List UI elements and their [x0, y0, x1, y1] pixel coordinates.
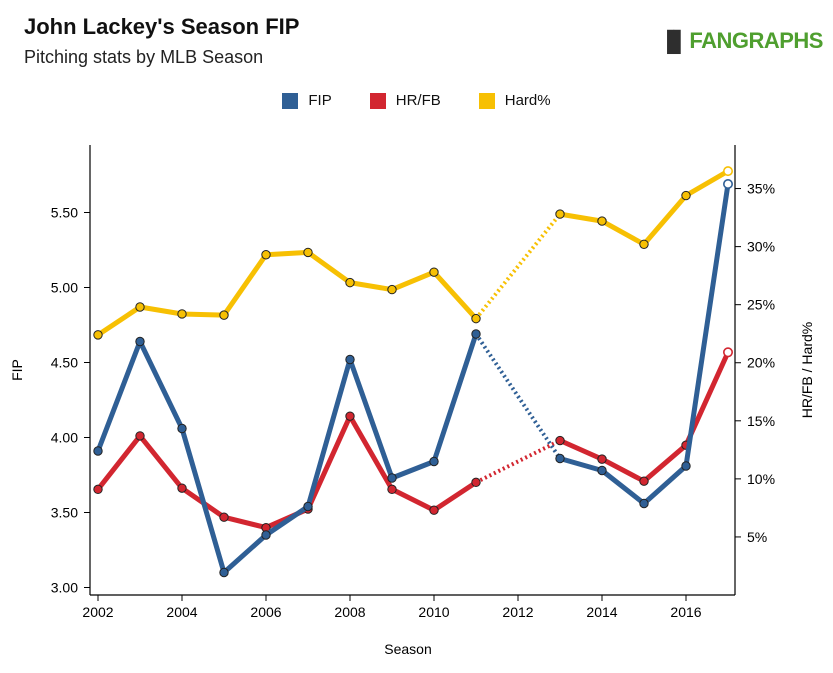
y-right-tick-label: 30% — [747, 239, 775, 255]
data-point-hard- — [471, 313, 481, 324]
data-point-hard- — [722, 166, 733, 177]
data-point-fip — [261, 530, 271, 540]
y-right-tick-label: 5% — [747, 529, 767, 545]
data-point-hr-fb — [555, 435, 565, 446]
series-line-hr-fb — [557, 349, 731, 484]
data-point-hr-fb — [471, 477, 481, 488]
data-point-hr-fb — [219, 512, 229, 522]
x-tick-label: 2006 — [250, 604, 281, 620]
data-point-hr-fb — [639, 476, 649, 486]
y-left-tick-label: 4.00 — [51, 430, 78, 446]
data-point-hr-fb — [93, 484, 103, 495]
x-tick-label: 2014 — [586, 604, 617, 620]
data-point-hr-fb — [597, 454, 607, 464]
y-left-tick-label: 5.00 — [51, 280, 78, 296]
chart-subtitle: Pitching stats by MLB Season — [24, 47, 264, 67]
data-point-fip — [303, 501, 313, 512]
data-point-hr-fb — [722, 347, 733, 358]
data-point-fip — [681, 461, 691, 471]
legend-swatch-hrfb — [369, 92, 386, 109]
data-point-hr-fb — [429, 505, 439, 515]
series-gap-hr-fb — [475, 438, 561, 485]
fangraphs-logo: ▐▌FANGRAPHS — [660, 28, 823, 54]
legend-label-hard: Hard% — [504, 92, 551, 109]
data-point-hard- — [345, 277, 355, 288]
data-point-hard- — [429, 267, 439, 277]
data-point-hard- — [177, 309, 187, 319]
data-point-hr-fb — [345, 411, 355, 421]
chart-title: John Lackey's Season FIP — [24, 14, 300, 39]
y-left-tick-label: 3.00 — [51, 580, 78, 596]
data-point-fip — [93, 446, 103, 456]
data-point-fip — [722, 179, 733, 190]
legend-item-fip[interactable]: FIP — [282, 92, 332, 109]
data-point-fip — [345, 354, 355, 365]
data-point-hard- — [387, 284, 397, 295]
chart-legend: FIP HR/FB Hard% — [0, 92, 833, 109]
y-right-tick-label: 15% — [747, 413, 775, 429]
series-line-fip — [95, 331, 479, 575]
data-point-fip — [135, 336, 145, 347]
x-tick-label: 2010 — [418, 604, 449, 620]
x-tick-label: 2012 — [502, 604, 533, 620]
series-gap-hard- — [474, 212, 562, 320]
data-point-fip — [471, 329, 481, 339]
series-gap-fip — [474, 332, 562, 460]
data-point-fip — [177, 423, 187, 434]
chart-axes: 2002 2004 2006 2008 2010 2012 2014 2016 3.00 3.50… — [51, 145, 775, 620]
data-point-hard- — [93, 330, 103, 340]
data-point-fip — [597, 465, 607, 476]
x-tick-label: 2004 — [166, 604, 197, 620]
data-point-hard- — [261, 250, 271, 260]
legend-item-hard[interactable]: Hard% — [478, 92, 551, 109]
data-point-fip — [219, 567, 229, 578]
y-left-tick-label: 3.50 — [51, 505, 78, 521]
y-right-tick-label: 20% — [747, 355, 775, 371]
data-point-hr-fb — [177, 483, 187, 493]
data-point-hard- — [597, 216, 607, 226]
data-point-hard- — [681, 190, 691, 201]
x-tick-label: 2002 — [82, 604, 113, 620]
legend-swatch-hard — [478, 92, 495, 109]
y-right-tick-label: 10% — [747, 471, 775, 487]
y-left-tick-label: 4.50 — [51, 355, 78, 371]
data-point-hr-fb — [387, 484, 397, 495]
data-point-hard- — [219, 310, 229, 320]
data-point-hr-fb — [135, 431, 145, 441]
data-point-hard- — [555, 209, 565, 219]
series-line-hard- — [557, 168, 731, 247]
y-axis-label-right: HR/FB / Hard% — [799, 322, 815, 418]
legend-item-hrfb[interactable]: HR/FB — [369, 92, 441, 109]
data-point-hard- — [135, 302, 145, 312]
y-right-tick-label: 35% — [747, 181, 775, 197]
data-point-hard- — [303, 247, 313, 258]
legend-label-hrfb: HR/FB — [395, 92, 441, 109]
legend-label-fip: FIP — [308, 92, 332, 109]
brand-label: FANGRAPHS — [689, 28, 823, 53]
x-axis-label: Season — [384, 641, 431, 657]
data-point-fip — [387, 473, 397, 483]
chart-series — [93, 166, 733, 578]
y-right-tick-label: 25% — [747, 297, 775, 313]
series-line-hr-fb — [95, 413, 479, 531]
x-tick-label: 2008 — [334, 604, 365, 620]
legend-swatch-fip — [282, 92, 299, 109]
bar-chart-icon: ▐▌ — [660, 31, 688, 53]
y-left-tick-label: 5.50 — [51, 205, 78, 221]
data-point-fip — [639, 498, 649, 509]
series-line-fip — [557, 181, 731, 506]
data-point-fip — [555, 453, 565, 464]
data-point-hard- — [639, 239, 649, 249]
series-line-hard- — [95, 249, 479, 338]
y-axis-label-left: FIP — [9, 359, 25, 381]
x-tick-label: 2016 — [670, 604, 701, 620]
data-point-fip — [429, 456, 439, 467]
